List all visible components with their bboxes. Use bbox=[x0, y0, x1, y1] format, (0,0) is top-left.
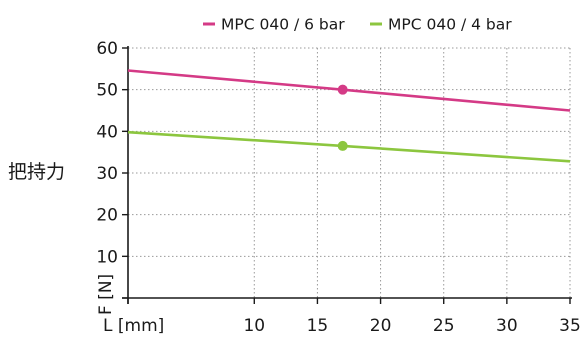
x-tick-label: 10 bbox=[243, 316, 265, 336]
series-marker-1 bbox=[337, 84, 348, 95]
axes-layer bbox=[122, 46, 572, 304]
x-axis-title: L [mm] bbox=[103, 316, 164, 336]
y-tick-label: 40 bbox=[96, 122, 118, 142]
series-marker-2 bbox=[337, 140, 348, 151]
x-tick-label: 25 bbox=[433, 316, 455, 336]
tick-labels: 10 20 30 40 50 60 10 15 20 25 30 35 bbox=[96, 39, 580, 336]
y-tick-label: 50 bbox=[96, 81, 118, 101]
x-tick-label: 20 bbox=[370, 316, 392, 336]
y-tick-label: 20 bbox=[96, 206, 118, 226]
legend-label-2: MPC 040 / 4 bar bbox=[388, 16, 512, 34]
y-axis-title: F [N] bbox=[96, 274, 116, 315]
grid-layer bbox=[128, 47, 571, 298]
legend: MPC 040 / 6 bar MPC 040 / 4 bar bbox=[203, 16, 512, 34]
y-tick-label: 30 bbox=[96, 164, 118, 184]
series-line-1 bbox=[127, 69, 571, 112]
x-tick-label: 30 bbox=[496, 316, 518, 336]
series-line-2 bbox=[127, 130, 571, 163]
series-layer bbox=[127, 69, 571, 163]
x-tick-label: 35 bbox=[559, 316, 581, 336]
y-tick-label: 60 bbox=[96, 39, 118, 59]
x-tick-label: 15 bbox=[307, 316, 329, 336]
y-tick-label: 10 bbox=[96, 247, 118, 267]
legend-label-1: MPC 040 / 6 bar bbox=[221, 16, 345, 34]
grip-force-annotation: 把持力 bbox=[8, 161, 65, 183]
